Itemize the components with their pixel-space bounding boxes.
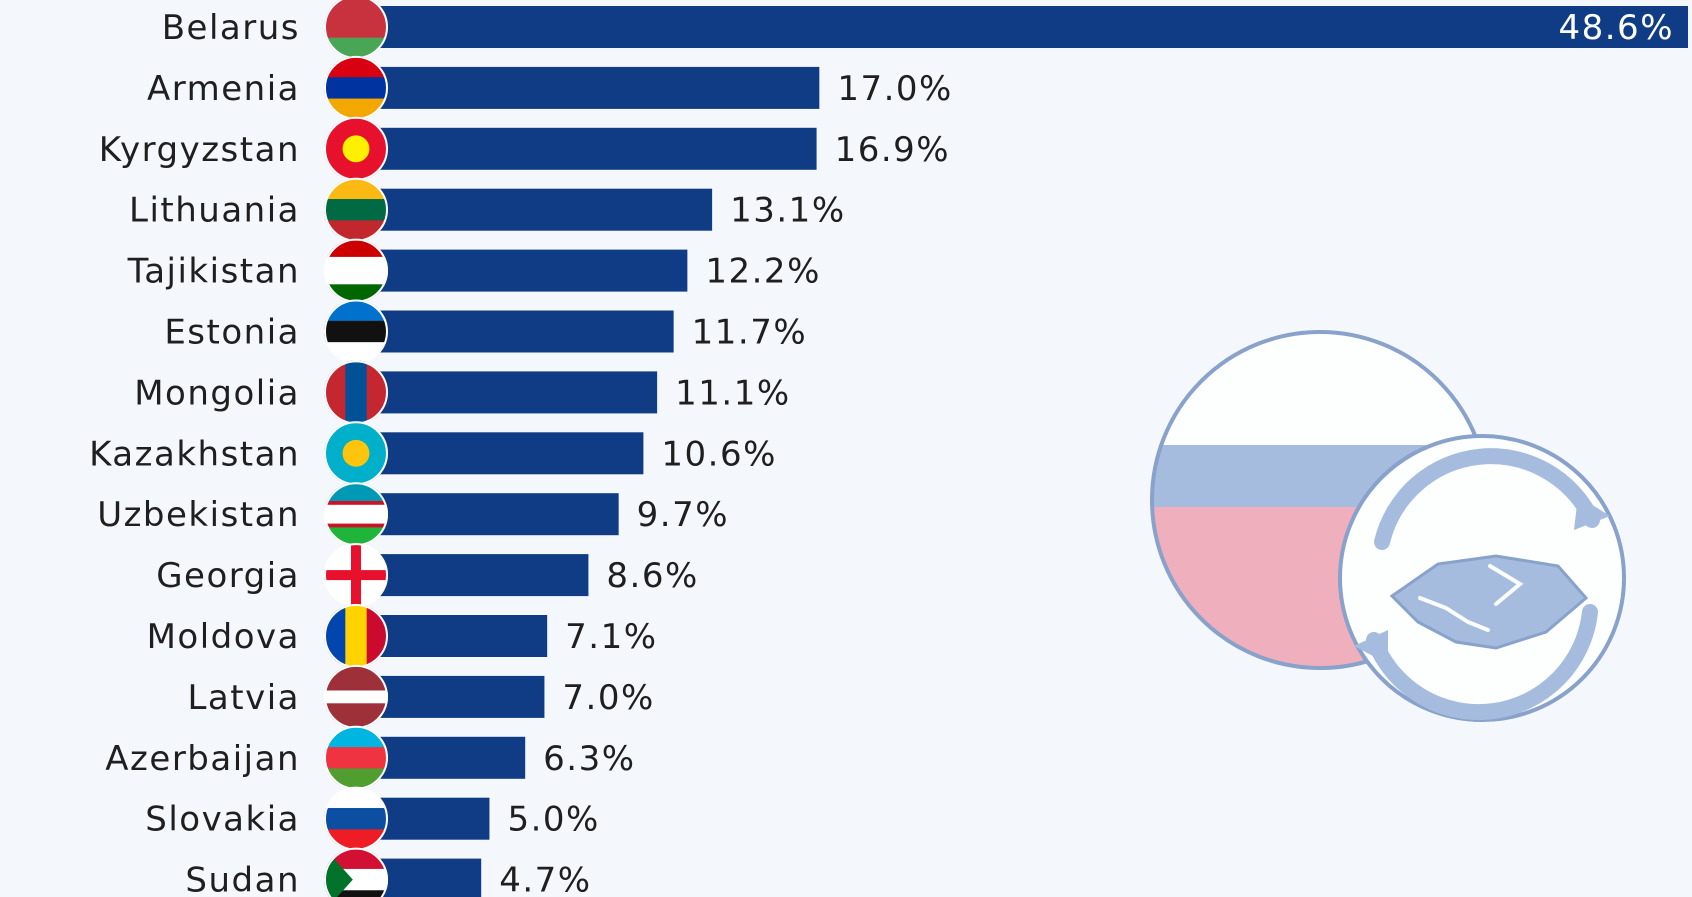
value-label: 7.1% [565, 617, 657, 657]
value-label: 10.6% [661, 434, 777, 474]
category-label: Georgia [156, 556, 300, 596]
value-label: 48.6% [1558, 8, 1674, 48]
value-label: 13.1% [730, 191, 846, 231]
category-label: Estonia [164, 313, 300, 353]
value-label: 17.0% [837, 69, 953, 109]
value-label: 11.1% [675, 373, 791, 413]
bar-armenia [352, 66, 820, 109]
flag-ring [324, 847, 388, 897]
category-label: Uzbekistan [97, 495, 300, 535]
value-label: 11.7% [692, 313, 808, 353]
bars-layer [352, 6, 1688, 897]
category-label: Kyrgyzstan [99, 130, 300, 170]
value-label: 9.7% [637, 495, 729, 535]
belarus-flag-icon [324, 0, 388, 59]
bar-kazakhstan [352, 432, 644, 475]
value-label: 16.9% [835, 130, 951, 170]
bar-kyrgyzstan [352, 127, 817, 170]
russia-trade-handshake-icon [1150, 330, 1626, 722]
value-label: 7.0% [562, 678, 654, 718]
value-label: 12.2% [705, 252, 821, 292]
bar-tajikistan [352, 249, 688, 292]
labels-layer: Belarus 48.6% Armenia 17.0% Kyrgyzstan 16.9% L… [89, 8, 1674, 897]
category-label: Sudan [185, 861, 300, 897]
category-label: Latvia [187, 678, 300, 718]
bar-mongolia [352, 371, 658, 414]
value-label: 4.7% [499, 861, 591, 897]
flags-layer [324, 0, 388, 897]
value-label: 8.6% [606, 556, 698, 596]
category-label: Belarus [162, 8, 300, 48]
category-label: Kazakhstan [89, 434, 300, 474]
category-label: Mongolia [134, 373, 300, 413]
category-label: Slovakia [145, 800, 300, 840]
value-label: 5.0% [507, 800, 599, 840]
category-label: Tajikistan [127, 252, 300, 292]
value-label: 6.3% [543, 739, 635, 779]
category-label: Lithuania [129, 191, 300, 231]
sudan-flag-icon [324, 847, 388, 897]
category-label: Azerbaijan [105, 739, 300, 779]
bar-estonia [352, 310, 674, 353]
category-label: Armenia [147, 69, 300, 109]
bar-lithuania [352, 188, 713, 231]
bar-georgia [352, 554, 589, 597]
category-label: Moldova [147, 617, 300, 657]
bar-belarus [352, 6, 1688, 48]
bar-uzbekistan [352, 493, 619, 536]
